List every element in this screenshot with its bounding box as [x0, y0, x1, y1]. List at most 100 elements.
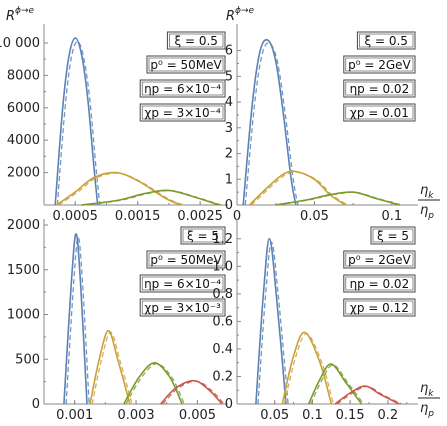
- x-tick-label: 0.003: [117, 408, 154, 423]
- x-axis-title-numerator: ηk: [420, 381, 434, 399]
- y-tick-label: 10 000: [0, 36, 40, 51]
- param-box: [343, 250, 416, 269]
- param-box: [139, 103, 226, 122]
- param-box-inner: [141, 276, 224, 291]
- x-tick-label: 0.001: [56, 408, 93, 423]
- param-label: p⁰ = 50MeV: [150, 253, 222, 267]
- param-box: [166, 31, 226, 50]
- param-box: [139, 298, 226, 317]
- param-label: ξ = 5: [377, 229, 409, 243]
- param-box-inner: [345, 81, 414, 96]
- param-label: ξ = 0.5: [364, 34, 407, 48]
- series-line-4: [160, 379, 223, 405]
- param-box-inner: [148, 252, 224, 267]
- panel-top-left: 2000 4000 6000 8000 10 000 0.0005 0.0015 0.0025…: [0, 24, 228, 224]
- y-tick-label: 6: [225, 44, 233, 59]
- param-box-inner: [345, 276, 414, 291]
- y-tick-label: 2000: [7, 166, 40, 181]
- param-box: [180, 226, 226, 245]
- x-tick-label: 0: [233, 209, 241, 224]
- param-box: [146, 250, 226, 269]
- param-box: [370, 226, 416, 245]
- series-line-2: [248, 170, 346, 206]
- series-line-1: [255, 237, 287, 405]
- y-tick-label: 4: [225, 95, 233, 110]
- y-tick-label: 3: [225, 121, 233, 136]
- series-dashed-4: [162, 380, 225, 405]
- y-tick-label: 2000: [7, 218, 40, 233]
- x-tick-label: 0.0015: [115, 209, 161, 224]
- param-box: [139, 79, 226, 98]
- param-box-inner: [182, 228, 224, 243]
- panel-bottom-right: 0 0.2 0.4 0.6 0.8 1.0 1.2 0.05 0.1 0.15 0.2 ξ = 5 p⁰…: [212, 219, 418, 423]
- param-box-inner: [169, 33, 224, 48]
- series-dashed-3: [310, 364, 365, 405]
- y-tick-label: 0: [225, 198, 233, 213]
- x-tick-label: 0.1: [382, 209, 403, 224]
- param-label: ηp = 6×10⁻⁴: [144, 82, 221, 96]
- series-dashed-1: [257, 241, 289, 405]
- x-tick-label: 0.005: [179, 408, 216, 423]
- y-tick-label: 4000: [7, 133, 40, 148]
- series-line-2: [89, 329, 131, 405]
- y-tick-label: 0: [225, 397, 233, 412]
- series-line-1: [242, 38, 297, 206]
- param-box: [343, 103, 416, 122]
- param-label: p⁰ = 50MeV: [150, 58, 222, 72]
- series-dashed-2: [283, 333, 335, 405]
- param-label: ηp = 0.02: [350, 277, 410, 291]
- param-box: [343, 79, 416, 98]
- x-tick-label: 0.15: [336, 408, 365, 423]
- series-line-3: [123, 361, 183, 405]
- param-box-inner: [141, 105, 224, 120]
- panel-top-right: 0 1 2 3 4 5 6 0 0.05 0.1 ξ = 0.5 p⁰ = 2GeV ηp = 0.02…: [225, 24, 418, 224]
- y-axis-title: Rϕ→e: [6, 6, 35, 24]
- y-tick-label: 1.2: [212, 232, 233, 247]
- param-box-inner: [141, 300, 224, 315]
- panel-bottom-left: 0 500 1000 1500 2000 0.001 0.003 0.005 ξ = 5 p⁰ =…: [7, 218, 228, 423]
- y-tick-label: 0.8: [212, 287, 233, 302]
- y-tick-label: 500: [15, 352, 40, 367]
- param-label: ηp = 0.02: [350, 82, 410, 96]
- y-tick-label: 0.4: [212, 342, 233, 357]
- series-line-3: [307, 363, 363, 405]
- param-box-inner: [141, 81, 224, 96]
- series-dashed-3: [125, 363, 185, 405]
- y-tick-label: 5: [225, 69, 233, 84]
- param-label: χp = 0.12: [350, 301, 409, 315]
- x-axis-title-numerator-sub: k: [428, 389, 434, 399]
- param-label: χp = 0.01: [350, 106, 409, 120]
- series-dashed-1: [244, 42, 299, 206]
- y-tick-label: 0: [32, 397, 40, 412]
- param-box: [343, 298, 416, 317]
- series-dashed-2: [91, 331, 133, 405]
- x-axis-title-denominator: ηp: [420, 203, 434, 221]
- series-dashed-3: [277, 191, 402, 206]
- y-axis-title: Rϕ→e: [226, 6, 255, 24]
- y-tick-label: 1000: [7, 308, 40, 323]
- param-box-inner: [148, 57, 224, 72]
- param-box: [343, 55, 416, 74]
- param-box-inner: [372, 228, 414, 243]
- param-label: p⁰ = 2GeV: [348, 58, 411, 72]
- x-axis-title-denominator-sub: p: [427, 409, 434, 419]
- y-tick-label: 1.0: [212, 259, 233, 274]
- series-dashed-3: [83, 189, 222, 206]
- param-label: ξ = 5: [187, 229, 219, 243]
- series-line-2: [281, 331, 333, 405]
- y-tick-label: 1500: [7, 263, 40, 278]
- y-tick-label: 0.2: [212, 369, 233, 384]
- param-box-inner: [345, 300, 414, 315]
- series-dashed-1: [56, 40, 101, 206]
- param-box: [139, 274, 226, 293]
- x-axis-title-denominator: ηp: [420, 401, 434, 419]
- y-tick-label: 0.6: [212, 314, 233, 329]
- series-line-1: [54, 37, 99, 206]
- param-box: [343, 274, 416, 293]
- param-box: [146, 55, 226, 74]
- x-tick-label: 0.2: [378, 408, 399, 423]
- param-label: ηp = 6×10⁻⁴: [144, 277, 221, 291]
- series-dashed-1: [65, 236, 90, 405]
- param-label: ξ = 0.5: [174, 34, 217, 48]
